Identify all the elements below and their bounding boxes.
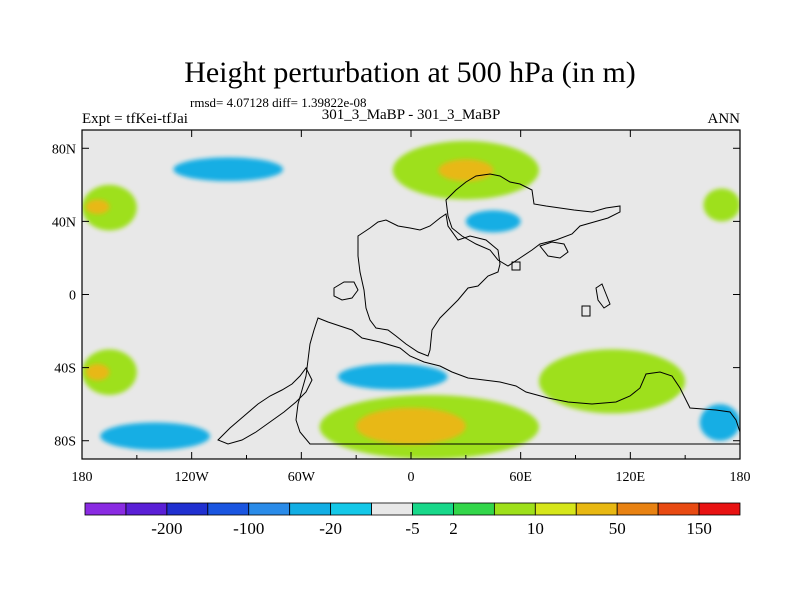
right-label: ANN bbox=[708, 111, 741, 127]
colorbar-label: 150 bbox=[686, 519, 712, 538]
colorbar-label: -100 bbox=[233, 519, 264, 538]
colorbar-swatch bbox=[412, 502, 454, 516]
x-tick-label: 120E bbox=[616, 470, 646, 485]
colorbar-label: -200 bbox=[151, 519, 182, 538]
colorbar-label: 2 bbox=[449, 519, 458, 538]
colorbar-swatch bbox=[493, 502, 536, 516]
contour-region-14 bbox=[538, 349, 686, 414]
colorbar-swatch bbox=[657, 502, 700, 516]
colorbar-swatch bbox=[616, 502, 659, 516]
y-axis: 80N 40N 0 40S 80S bbox=[52, 142, 740, 450]
colorbar-swatch bbox=[575, 502, 618, 516]
y-tick-label: 80N bbox=[52, 142, 76, 157]
contour-region-3 bbox=[82, 184, 137, 231]
contour-region-18 bbox=[356, 407, 466, 445]
contour-fills bbox=[82, 139, 740, 459]
colorbar: -200 -100 -20 -5 2 10 50 150 bbox=[84, 502, 741, 538]
y-tick-label: 80S bbox=[54, 435, 76, 450]
colorbar-swatch bbox=[453, 502, 495, 516]
colorbar-swatch bbox=[330, 502, 372, 516]
y-tick-label: 40N bbox=[52, 215, 76, 230]
contour-region-16 bbox=[100, 422, 210, 450]
chart-title: Height perturbation at 500 hPa (in m) bbox=[184, 56, 636, 89]
colorbar-swatch bbox=[371, 502, 413, 516]
x-tick-label: 60E bbox=[509, 470, 532, 485]
contour-region-5 bbox=[703, 188, 740, 222]
contour-region-11 bbox=[85, 363, 110, 381]
x-tick-label: 0 bbox=[408, 470, 415, 485]
colorbar-swatch bbox=[534, 502, 577, 516]
coastline-island-e bbox=[511, 261, 521, 271]
contour-region-4 bbox=[85, 199, 110, 215]
contour-region-9 bbox=[438, 159, 494, 182]
coastline-island-c bbox=[595, 283, 611, 309]
coastline-north-america bbox=[357, 213, 501, 357]
coastline-southwest bbox=[217, 367, 313, 445]
x-tick-label: 180 bbox=[730, 470, 751, 485]
x-axis: 180 120W 60W 0 60E 120E 180 bbox=[72, 130, 751, 485]
center-label: 301_3_MaBP - 301_3_MaBP bbox=[322, 107, 501, 123]
contour-region-2 bbox=[173, 157, 284, 182]
coastline-island-d bbox=[581, 305, 591, 317]
x-tick-label: 180 bbox=[72, 470, 93, 485]
colorbar-swatch bbox=[125, 502, 168, 516]
colorbar-label: 50 bbox=[609, 519, 626, 538]
stats-text: rmsd= 4.07128 diff= 1.39822e-08 bbox=[190, 95, 367, 110]
y-tick-label: 40S bbox=[54, 362, 76, 377]
colorbar-label: -20 bbox=[319, 519, 342, 538]
coastline-south-america bbox=[295, 317, 740, 445]
colorbar-swatch bbox=[248, 502, 291, 516]
coastline-island-a bbox=[333, 281, 359, 301]
contour-region-7 bbox=[465, 210, 521, 233]
colorbar-swatch bbox=[166, 502, 209, 516]
colorbar-swatch bbox=[84, 502, 127, 516]
x-tick-label: 60W bbox=[288, 470, 316, 485]
colorbar-swatch bbox=[289, 502, 332, 516]
colorbar-label: 10 bbox=[527, 519, 544, 538]
colorbar-swatch bbox=[698, 502, 741, 516]
colorbar-swatch bbox=[207, 502, 250, 516]
colorbar-label: -5 bbox=[405, 519, 419, 538]
y-tick-label: 0 bbox=[69, 289, 76, 304]
coastlines bbox=[217, 173, 740, 445]
contour-region-13 bbox=[337, 363, 448, 390]
x-tick-label: 120W bbox=[175, 470, 210, 485]
coastline-eurasia bbox=[445, 173, 621, 267]
contour-region-20 bbox=[699, 404, 740, 441]
map-area bbox=[81, 129, 741, 460]
coastline-island-b bbox=[539, 241, 569, 259]
left-label: Expt = tfKei-tfJai bbox=[82, 111, 188, 127]
